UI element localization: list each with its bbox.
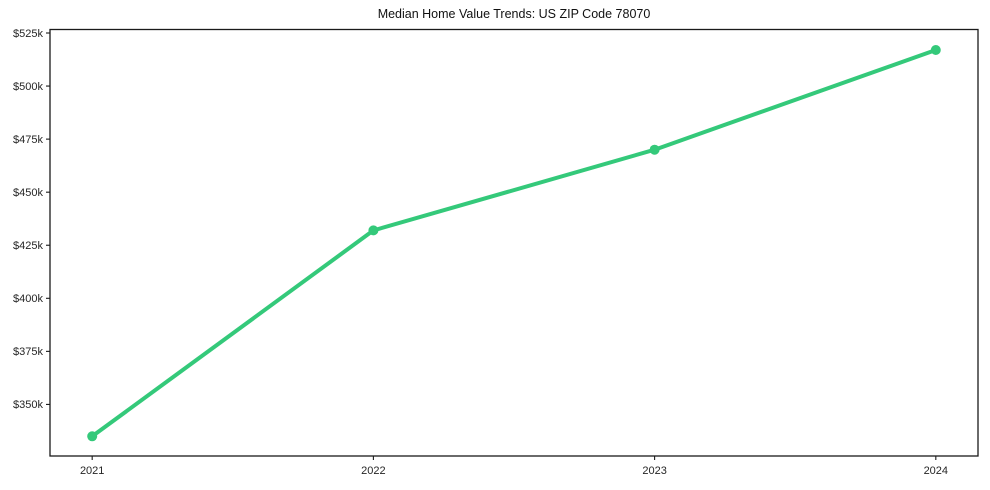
data-point-marker [87, 431, 98, 442]
y-tick-label: $425k [13, 240, 43, 252]
chart-title: Median Home Value Trends: US ZIP Code 78… [377, 7, 651, 21]
data-point-marker [368, 225, 379, 236]
y-tick-label: $350k [13, 399, 43, 411]
x-tick-label: 2024 [924, 465, 948, 477]
y-tick-label: $375k [13, 346, 43, 358]
data-point-marker [649, 144, 660, 155]
y-tick-label: $525k [13, 28, 43, 40]
data-point-marker [930, 45, 941, 55]
x-tick-label: 2023 [642, 465, 666, 477]
x-tick-label: 2021 [80, 465, 104, 477]
y-tick-label: $475k [13, 134, 43, 146]
x-tick-label: 2022 [361, 465, 385, 477]
data-line [90, 48, 938, 439]
y-tick-label: $400k [13, 293, 43, 305]
y-tick-label: $500k [13, 81, 43, 93]
y-tick-label: $450k [13, 187, 43, 199]
plot-border [49, 28, 979, 457]
